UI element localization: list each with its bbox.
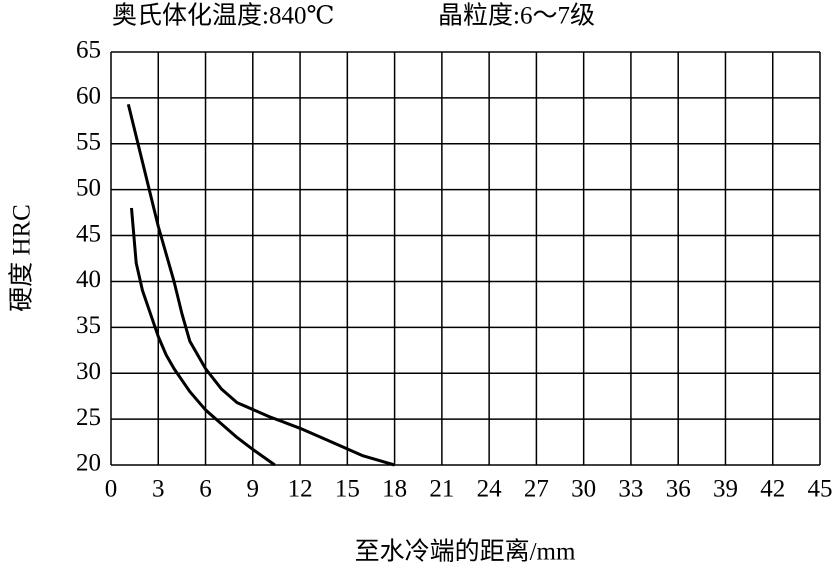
data-line [126, 103, 396, 467]
y-tick-label: 55 [76, 129, 101, 156]
y-tick-label: 45 [76, 220, 101, 247]
x-tick-label: 12 [288, 476, 313, 503]
annotation: 晶粒度:6～7级 [438, 2, 595, 30]
x-tick-label: 45 [808, 476, 833, 503]
y-tick-label: 65 [76, 37, 101, 64]
x-tick-label: 9 [247, 476, 260, 503]
x-tick-label: 15 [335, 476, 360, 503]
x-tick-label: 18 [382, 476, 407, 503]
y-tick-label: 25 [76, 404, 101, 431]
x-tick-label: 42 [760, 476, 785, 503]
x-tick-label: 33 [618, 476, 643, 503]
x-tick-label: 30 [571, 476, 596, 503]
annotation: 奥氏体化温度:840℃ [112, 2, 334, 30]
data-line [129, 207, 276, 467]
x-tick-label: 39 [713, 476, 738, 503]
y-tick-label: 20 [76, 450, 101, 477]
x-tick-label: 27 [524, 476, 549, 503]
y-axis-label: 硬度 HRC [8, 204, 36, 312]
x-tick-label: 36 [666, 476, 691, 503]
x-tick-label: 6 [199, 476, 212, 503]
x-tick-label: 21 [429, 476, 454, 503]
x-tick-label: 0 [105, 476, 118, 503]
y-tick-label: 40 [76, 266, 101, 293]
y-tick-label: 60 [76, 83, 101, 110]
y-tick-label: 35 [76, 312, 101, 339]
x-tick-label: 3 [152, 476, 165, 503]
x-axis-label: 至水冷端的距离/mm [355, 538, 576, 566]
y-tick-label: 50 [76, 174, 101, 201]
x-tick-label: 24 [477, 476, 503, 503]
y-tick-label: 30 [76, 358, 101, 385]
